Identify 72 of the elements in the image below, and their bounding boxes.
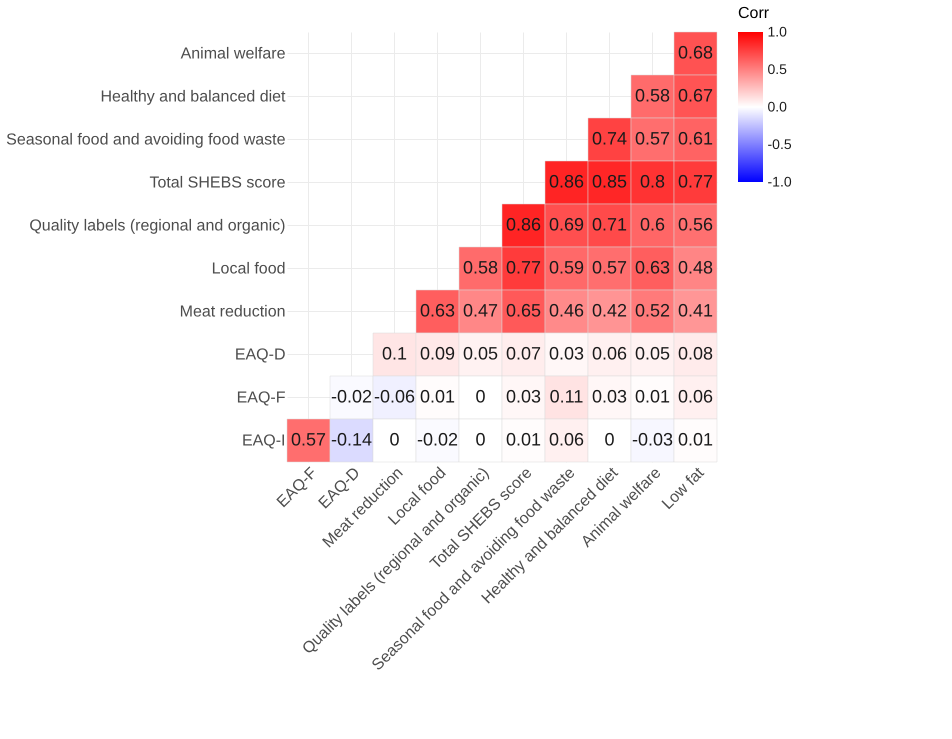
data-label: 0.85 bbox=[592, 172, 628, 192]
data-label: 0.03 bbox=[548, 344, 584, 364]
data-label: 0.56 bbox=[678, 214, 714, 234]
data-label: 0.61 bbox=[678, 128, 714, 148]
data-label: 0.59 bbox=[548, 258, 584, 278]
data-label: 0.86 bbox=[506, 214, 542, 234]
data-label: 0.07 bbox=[506, 344, 542, 364]
y-tick-label: Seasonal food and avoiding food waste bbox=[6, 132, 286, 148]
y-tick-label: EAQ-F bbox=[236, 390, 286, 406]
data-label: 0.69 bbox=[548, 214, 584, 234]
data-label: 0.52 bbox=[634, 300, 670, 320]
color-bar-label: -1.0 bbox=[768, 174, 792, 190]
data-label: 0.01 bbox=[634, 386, 670, 406]
data-label: 0.57 bbox=[592, 258, 628, 278]
data-label: 0.74 bbox=[592, 128, 628, 148]
data-label: 0.46 bbox=[548, 300, 584, 320]
y-tick-label: Quality labels (regional and organic) bbox=[29, 218, 286, 234]
data-label: -0.03 bbox=[632, 430, 674, 450]
data-label: 0.42 bbox=[592, 300, 628, 320]
color-bar-label: 1.0 bbox=[768, 24, 788, 40]
data-label: 0.48 bbox=[678, 258, 714, 278]
data-label: 0.58 bbox=[462, 258, 498, 278]
data-label: 0.77 bbox=[678, 172, 714, 192]
data-label: 0.68 bbox=[678, 42, 714, 62]
data-label: 0 bbox=[389, 430, 400, 450]
data-label: 0.03 bbox=[506, 386, 542, 406]
data-label: 0.08 bbox=[678, 344, 714, 364]
data-label: -0.14 bbox=[330, 430, 372, 450]
data-label: 0.05 bbox=[462, 344, 498, 364]
data-label: 0.57 bbox=[290, 430, 326, 450]
data-label: 0.05 bbox=[634, 344, 670, 364]
data-label: 0.67 bbox=[678, 86, 714, 106]
data-label: 0.1 bbox=[382, 344, 408, 364]
data-label: 0 bbox=[604, 430, 615, 450]
data-label: 0.06 bbox=[678, 386, 714, 406]
data-label: -0.02 bbox=[416, 430, 458, 450]
color-bar-label: -0.5 bbox=[768, 136, 792, 152]
data-label: 0.41 bbox=[678, 300, 714, 320]
color-bar-label: 0.0 bbox=[768, 98, 788, 114]
data-label: 0.11 bbox=[550, 386, 584, 406]
data-label: 0.77 bbox=[506, 258, 542, 278]
data-label: 0.71 bbox=[592, 214, 628, 234]
y-tick-label: Healthy and balanced diet bbox=[100, 88, 286, 106]
data-label: 0.01 bbox=[420, 386, 456, 406]
data-label: 0.86 bbox=[548, 172, 584, 192]
data-label: 0 bbox=[475, 430, 486, 450]
y-tick-label: EAQ-D bbox=[234, 346, 286, 364]
data-label: 0.63 bbox=[420, 300, 456, 320]
data-label: 0.06 bbox=[548, 430, 584, 450]
y-tick-label: Local food bbox=[212, 260, 286, 278]
data-label: 0.09 bbox=[420, 344, 456, 364]
data-label: -0.06 bbox=[374, 386, 416, 406]
y-tick-label: EAQ-I bbox=[242, 432, 286, 450]
y-tick-label: Animal welfare bbox=[180, 46, 286, 62]
data-label: 0.8 bbox=[640, 172, 666, 192]
data-label: 0 bbox=[475, 386, 486, 406]
data-label: 0.65 bbox=[506, 300, 542, 320]
x-tick-label: Low fat bbox=[659, 464, 708, 514]
data-label: 0.01 bbox=[506, 430, 542, 450]
data-label: 0.01 bbox=[678, 430, 714, 450]
data-label: 0.57 bbox=[634, 128, 670, 148]
data-label: 0.03 bbox=[592, 386, 628, 406]
y-tick-label: Meat reduction bbox=[180, 304, 286, 320]
data-label: 0.58 bbox=[634, 86, 670, 106]
y-tick-label: Total SHEBS score bbox=[149, 174, 286, 192]
legend-title: Corr bbox=[738, 5, 770, 22]
data-label: 0.63 bbox=[634, 258, 670, 278]
data-label: 0.6 bbox=[640, 214, 666, 234]
data-label: 0.47 bbox=[462, 300, 498, 320]
data-label: -0.02 bbox=[330, 386, 372, 406]
data-label: 0.06 bbox=[592, 344, 628, 364]
color-bar-label: 0.5 bbox=[768, 61, 788, 77]
